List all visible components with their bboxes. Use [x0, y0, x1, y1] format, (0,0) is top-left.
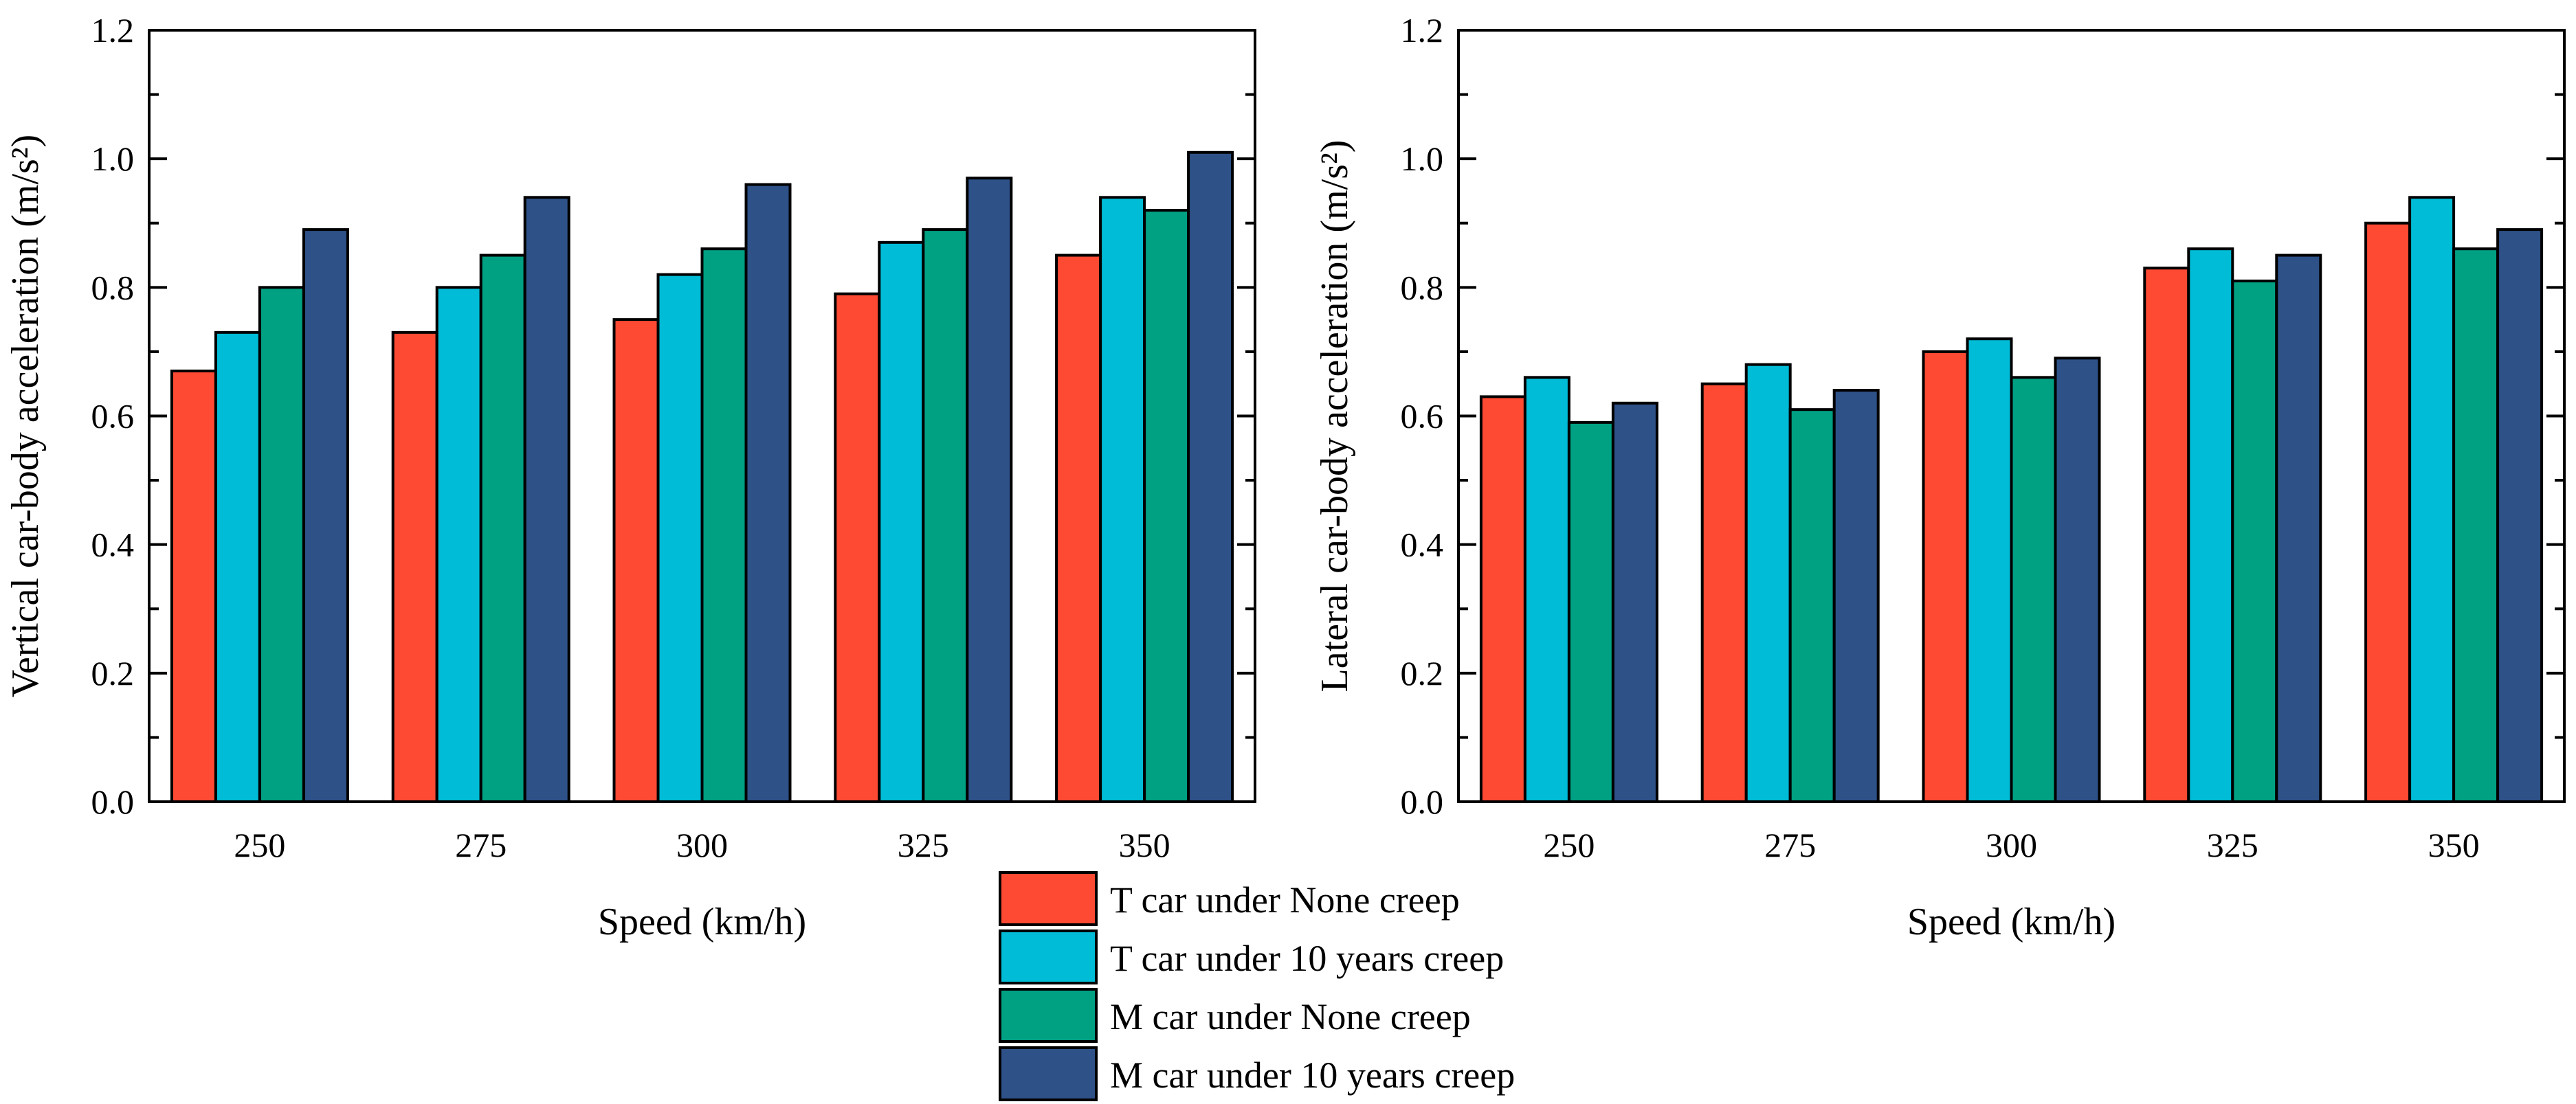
bar-325-series-2: [2187, 247, 2234, 803]
bar-350-series-4: [2496, 228, 2544, 803]
chart-lateral-acceleration: 250 275 300 325 350 0.0 0.2 0.4 0.6 0.8 1.0 1.2 Spee…: [1313, 11, 2566, 943]
bar-250-series-1: [170, 369, 217, 803]
bar-250-series-1: [1479, 395, 1526, 803]
legend: T car under None creep T car under 10 yea…: [999, 871, 1515, 1101]
x-tick-label: 275: [1764, 826, 1816, 864]
bar-300-series-1: [1922, 350, 1969, 803]
bar-350-series-4: [1187, 150, 1234, 803]
bar-325-series-1: [834, 292, 881, 804]
bar-275-series-1: [1700, 382, 1748, 803]
bar-275-series-1: [391, 330, 438, 803]
chart-vertical-acceleration: 250 275 300 325 350 0.0 0.2 0.4 0.6 0.8 1.0 1.2 Spee…: [4, 11, 1256, 943]
bar-300-series-4: [744, 183, 792, 804]
y-axis-label: Vertical car-body acceleration (m/s²): [4, 135, 47, 697]
bar-350-series-2: [1099, 196, 1146, 804]
bar-250-series-4: [1611, 401, 1658, 803]
bar-350-series-1: [1055, 254, 1102, 803]
legend-swatch-4: [999, 1046, 1098, 1101]
bar-300-series-1: [612, 318, 660, 803]
bar-250-series-3: [1567, 420, 1614, 803]
bar-275-series-2: [1744, 363, 1792, 803]
bar-325-series-3: [2231, 279, 2278, 804]
bar-250-series-3: [258, 286, 305, 804]
bar-275-series-3: [479, 254, 526, 803]
y-tick-label: 1.2: [1401, 11, 1444, 49]
bar-350-series-1: [2364, 221, 2412, 803]
x-axis-label: Speed (km/h): [1907, 901, 2116, 943]
y-tick-label: 1.0: [91, 139, 135, 178]
bar-350-series-3: [2452, 247, 2500, 803]
bar-300-series-2: [1966, 337, 2013, 803]
bar-250-series-2: [214, 330, 261, 803]
bar-300-series-2: [656, 273, 704, 804]
bar-275-series-3: [1788, 408, 1836, 803]
y-tick-label: 0.4: [1401, 526, 1444, 564]
bar-325-series-4: [2275, 254, 2322, 803]
x-tick-label: 350: [1119, 826, 1170, 864]
x-axis-label: Speed (km/h): [598, 901, 806, 943]
x-tick-label: 325: [2207, 826, 2258, 864]
y-tick-label: 0.2: [1401, 654, 1444, 692]
y-tick-label: 0.8: [1401, 268, 1444, 306]
bar-250-series-4: [302, 228, 349, 803]
bar-350-series-2: [2408, 196, 2456, 804]
y-tick-label: 1.2: [91, 11, 135, 49]
legend-swatch-1: [999, 871, 1098, 926]
y-tick-label: 0.4: [91, 526, 135, 564]
bar-350-series-3: [1143, 209, 1190, 803]
y-tick-label: 0.0: [1401, 782, 1444, 821]
y-tick-label: 0.0: [91, 782, 135, 821]
bar-275-series-4: [1832, 389, 1880, 803]
bar-300-series-4: [2054, 357, 2101, 803]
bar-250-series-2: [1523, 376, 1570, 803]
legend-swatch-3: [999, 988, 1098, 1043]
y-tick-label: 0.6: [1401, 397, 1444, 436]
x-tick-label: 250: [1543, 826, 1595, 864]
x-tick-label: 350: [2428, 826, 2480, 864]
x-tick-label: 300: [676, 826, 728, 864]
x-tick-label: 325: [898, 826, 949, 864]
y-axis-label: Lateral car-body acceleration (m/s²): [1313, 140, 1356, 692]
legend-label-2: T car under 10 years creep: [1110, 938, 1504, 979]
bar-325-series-3: [922, 228, 969, 803]
bar-325-series-4: [966, 177, 1013, 804]
legend-swatch-2: [999, 930, 1098, 984]
bar-300-series-3: [700, 247, 748, 803]
y-tick-label: 0.6: [91, 397, 135, 436]
x-tick-label: 300: [1986, 826, 2037, 864]
bar-275-series-2: [435, 286, 482, 804]
legend-label-3: M car under None creep: [1110, 996, 1471, 1037]
bar-325-series-1: [2143, 267, 2190, 803]
legend-label-1: T car under None creep: [1110, 879, 1460, 921]
y-tick-label: 0.8: [91, 268, 135, 306]
bar-275-series-4: [523, 196, 570, 804]
legend-label-4: M car under 10 years creep: [1110, 1055, 1515, 1096]
bar-300-series-3: [2010, 376, 2057, 803]
bar-325-series-2: [878, 240, 925, 803]
y-tick-label: 0.2: [91, 654, 135, 692]
y-tick-label: 1.0: [1401, 139, 1444, 178]
x-tick-label: 250: [234, 826, 285, 864]
x-tick-label: 275: [455, 826, 507, 864]
